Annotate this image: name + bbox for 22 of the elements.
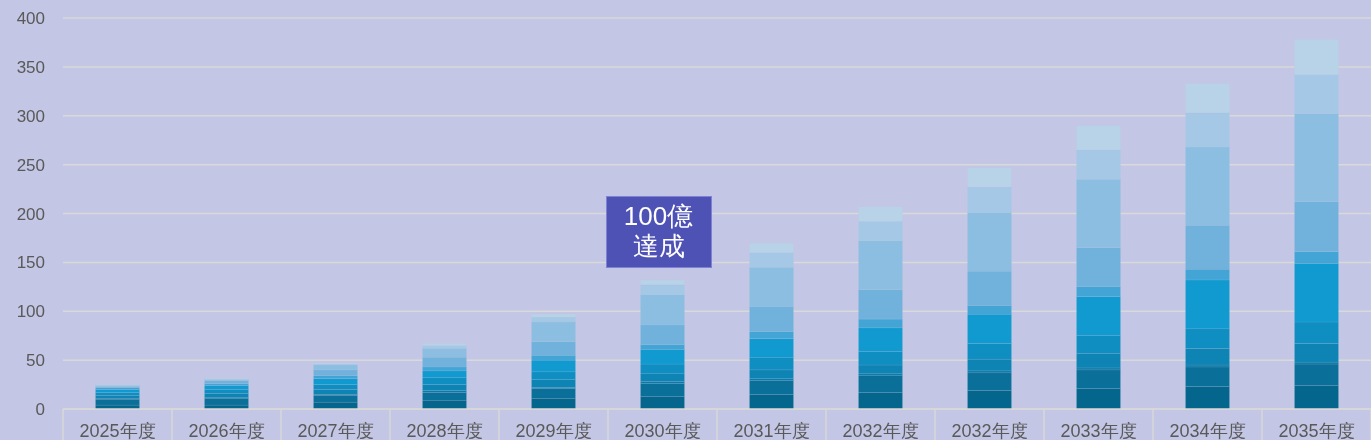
x-tick-label: 2025年度 xyxy=(79,421,156,440)
y-tick-label: 400 xyxy=(16,9,45,28)
y-tick-label: 50 xyxy=(26,351,45,371)
y-tick-label: 100 xyxy=(16,302,45,322)
y-tick-label: 350 xyxy=(16,57,45,77)
y-tick-label: 0 xyxy=(35,400,45,419)
x-tick-label: 2032年度 xyxy=(951,421,1028,440)
y-tick-label: 300 xyxy=(16,106,45,126)
x-tick-label: 2029年度 xyxy=(515,421,592,440)
y-tick-label: 200 xyxy=(16,204,45,224)
x-tick-label: 2027年度 xyxy=(297,421,374,440)
x-tick-label: 2031年度 xyxy=(733,421,810,440)
x-tick-label: 2032年度 xyxy=(842,421,919,440)
x-tick-label: 2035年度 xyxy=(1278,421,1355,440)
x-tick-label: 2030年度 xyxy=(624,421,701,440)
y-tick-label: 150 xyxy=(16,253,45,273)
x-tick-label: 2034年度 xyxy=(1169,421,1246,440)
x-tick-label: 2028年度 xyxy=(406,421,483,440)
y-tick-label: 250 xyxy=(16,155,45,175)
x-tick-label: 2033年度 xyxy=(1060,421,1137,440)
annotation: 100億達成 xyxy=(605,195,712,268)
x-tick-label: 2026年度 xyxy=(188,421,265,440)
